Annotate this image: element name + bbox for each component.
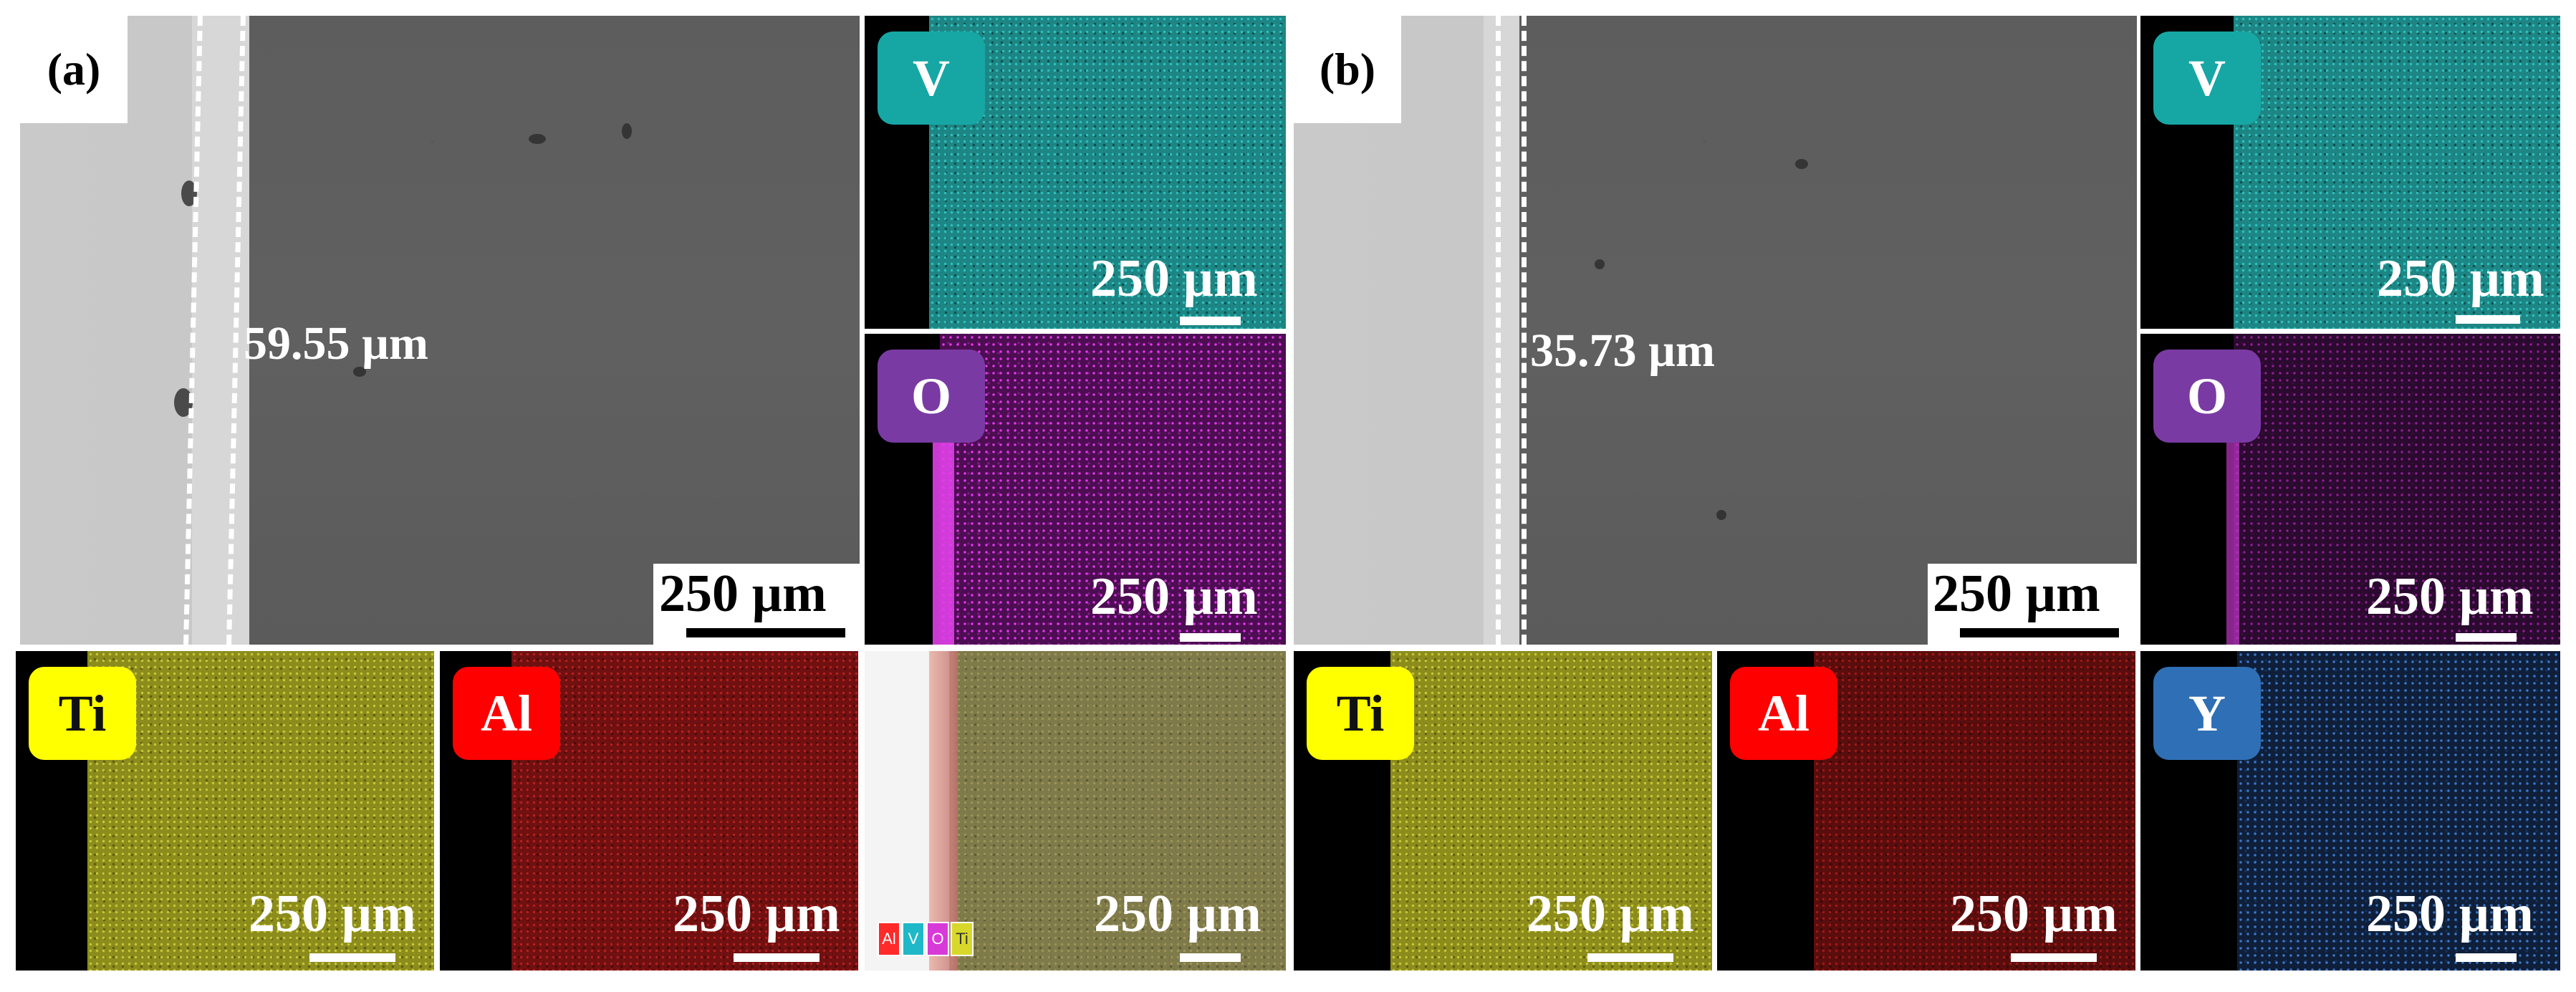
layer-boundary-right-b [1522,16,1527,645]
thickness-label-b: 35.73 µm [1530,324,1716,377]
defect-spot [1716,510,1726,520]
scale-bar-line [1180,317,1241,325]
element-tag-V-a: V [878,32,985,125]
legend-v: V [902,922,925,956]
scale-bar-line [2456,315,2520,324]
scale-bar-line [2011,953,2097,962]
defect-spot [1595,259,1605,269]
element-tag-Y-b: Y [2153,667,2261,760]
defect-spot [529,134,546,144]
element-tag-V-b: V [2153,32,2261,125]
element-tag-Ti-b: Ti [1307,667,1414,760]
element-tag-Al-b: Al [1730,667,1837,760]
map-Al-a: Al 250 µm [440,651,858,971]
layer-boundary-left-b [1496,16,1501,645]
scale-bar-text: 250 µm [2366,885,2534,943]
defect-spot [181,180,197,206]
scale-bar-line [2456,953,2517,962]
scale-bar-line [734,953,820,962]
scale-bar-line [1180,953,1241,962]
defect-spot [174,388,193,417]
oxide-layer-a [192,16,249,645]
sem-image-a: (a) 59.55 µm 250 µm [20,16,860,645]
legend-al: Al [878,922,900,956]
scale-bar-text: 250 µm [1950,885,2118,943]
map-O-b: O 250 µm [2140,334,2560,645]
scale-bar-line-a [686,628,845,637]
map-Ti-a: Ti 250 µm [16,651,434,971]
map-Al-b: Al 250 µm [1717,651,2135,971]
map-Ti-b: Ti 250 µm [1294,651,1712,971]
panel-label-b: (b) [1294,16,1401,123]
thickness-label-a: 59.55 µm [244,317,429,370]
scale-bar-text: 250 µm [1090,249,1258,308]
legend-o: O [926,922,949,956]
element-tag-Al-a: Al [453,667,560,760]
map-V-b: V 250 µm [2140,16,2560,329]
sem-image-b: (b) 35.73 µm 250 µm [1294,16,2137,645]
scale-bar-line [309,953,395,962]
scale-bar-text-a: 250 µm [659,564,827,623]
element-tag-Ti-a: Ti [29,667,136,760]
scale-bar-line [2456,633,2517,642]
map-O-a: O 250 µm [865,334,1286,645]
scale-bar-text: 250 µm [2377,249,2544,308]
panel-label-a: (a) [20,16,128,123]
substrate-b [1519,16,2137,645]
scale-bar-line [1180,633,1241,642]
element-tag-O-b: O [2153,350,2261,443]
map-V-a: V 250 µm [865,16,1286,329]
scale-bar-text: 250 µm [1527,885,1694,943]
scale-bar-text-b: 250 µm [1933,564,2100,623]
scale-bar-text: 250 µm [249,885,416,943]
scale-bar-text: 250 µm [1094,885,1261,943]
defect-spot [1795,159,1808,169]
scale-bar-text: 250 µm [2366,567,2534,626]
map-Y-b: Y 250 µm [2140,651,2560,971]
defect-spot [622,123,632,139]
map-overlay-a: Al V O Ti 250 µm [865,651,1286,971]
scale-bar-line [1587,953,1673,962]
scale-bar-text: 250 µm [673,885,840,943]
element-tag-O-a: O [878,350,985,443]
legend-ti: Ti [951,922,974,956]
scale-bar-text: 250 µm [1090,567,1258,626]
oxide-layer-b [1484,16,1519,645]
defect-spot [353,367,366,377]
scale-bar-line-b [1960,628,2119,637]
substrate-a [249,16,860,645]
